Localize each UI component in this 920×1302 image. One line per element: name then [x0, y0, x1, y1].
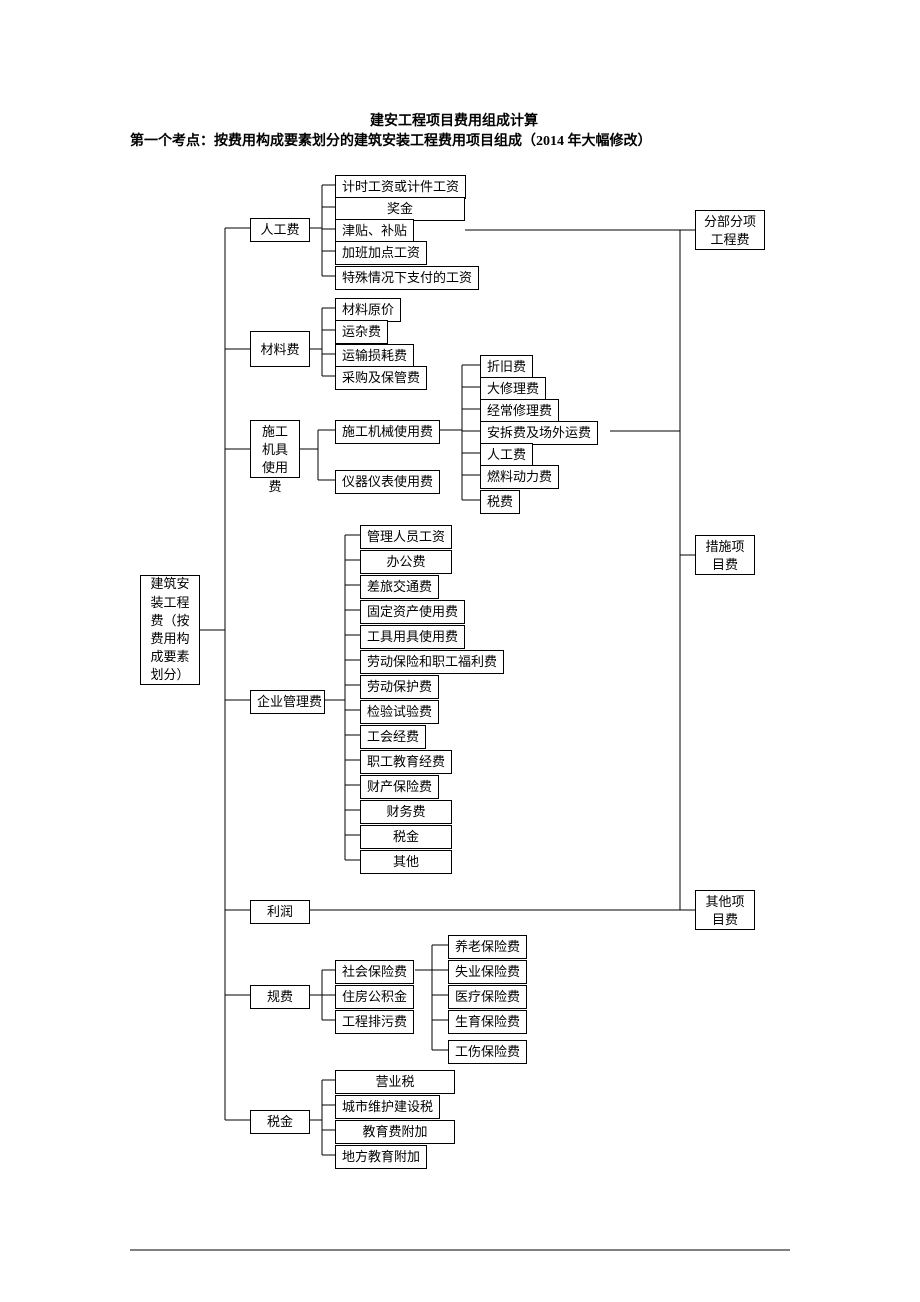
fee-1: 住房公积金 — [335, 985, 414, 1009]
mgmt-6: 劳动保护费 — [360, 675, 439, 699]
mgmt-1: 办公费 — [360, 550, 452, 574]
machine-sub-5: 燃料动力费 — [480, 465, 559, 489]
mgmt-0: 管理人员工资 — [360, 525, 452, 549]
mgmt-11: 财务费 — [360, 800, 452, 824]
machine-sub-4: 人工费 — [480, 443, 533, 467]
page-subtitle: 第一个考点：按费用构成要素划分的建筑安装工程费用项目组成（2014 年大幅修改） — [130, 130, 652, 150]
mgmt-4: 工具用具使用费 — [360, 625, 465, 649]
labor-0: 计时工资或计件工资 — [335, 175, 466, 199]
mgmt-10: 财产保险费 — [360, 775, 439, 799]
page-title: 建安工程项目费用组成计算 — [370, 110, 538, 130]
cat-mgmt: 企业管理费 — [250, 690, 325, 714]
material-0: 材料原价 — [335, 298, 401, 322]
root-node: 建筑安装工程费（按费用构成要素划分） — [140, 575, 200, 685]
machine-sub-6: 税费 — [480, 490, 520, 514]
mgmt-8: 工会经费 — [360, 725, 426, 749]
cat-material: 材料费 — [250, 331, 310, 367]
mgmt-5: 劳动保险和职工福利费 — [360, 650, 504, 674]
right-3: 其他项目费 — [695, 890, 755, 930]
mgmt-13: 其他 — [360, 850, 452, 874]
cat-labor: 人工费 — [250, 218, 310, 242]
material-3: 采购及保管费 — [335, 366, 427, 390]
material-2: 运输损耗费 — [335, 344, 414, 368]
machine-sub-2: 经常修理费 — [480, 399, 559, 423]
labor-3: 加班加点工资 — [335, 241, 427, 265]
fee-2: 工程排污费 — [335, 1010, 414, 1034]
fee-sub-3: 生育保险费 — [448, 1010, 527, 1034]
tax-1: 城市维护建设税 — [335, 1095, 440, 1119]
machine-0: 施工机械使用费 — [335, 420, 440, 444]
fee-sub-4: 工伤保险费 — [448, 1040, 527, 1064]
tax-0: 营业税 — [335, 1070, 455, 1094]
machine-sub-3: 安拆费及场外运费 — [480, 421, 598, 445]
machine-sub-0: 折旧费 — [480, 355, 533, 379]
labor-1: 奖金 — [335, 197, 465, 221]
material-1: 运杂费 — [335, 320, 388, 344]
fee-sub-1: 失业保险费 — [448, 960, 527, 984]
mgmt-7: 检验试验费 — [360, 700, 439, 724]
right-2: 措施项目费 — [695, 535, 755, 575]
fee-sub-0: 养老保险费 — [448, 935, 527, 959]
labor-2: 津贴、补贴 — [335, 219, 414, 243]
cat-machine: 施工机具使用费 — [250, 420, 300, 478]
machine-1: 仪器仪表使用费 — [335, 470, 440, 494]
machine-sub-1: 大修理费 — [480, 377, 546, 401]
cat-fee: 规费 — [250, 985, 310, 1009]
mgmt-9: 职工教育经费 — [360, 750, 452, 774]
mgmt-12: 税金 — [360, 825, 452, 849]
fee-0: 社会保险费 — [335, 960, 414, 984]
labor-4: 特殊情况下支付的工资 — [335, 266, 479, 290]
mgmt-2: 差旅交通费 — [360, 575, 439, 599]
mgmt-3: 固定资产使用费 — [360, 600, 465, 624]
tax-3: 地方教育附加 — [335, 1145, 427, 1169]
cat-tax: 税金 — [250, 1110, 310, 1134]
cat-profit: 利润 — [250, 900, 310, 924]
fee-sub-2: 医疗保险费 — [448, 985, 527, 1009]
tax-2: 教育费附加 — [335, 1120, 455, 1144]
right-1: 分部分项工程费 — [695, 210, 765, 250]
